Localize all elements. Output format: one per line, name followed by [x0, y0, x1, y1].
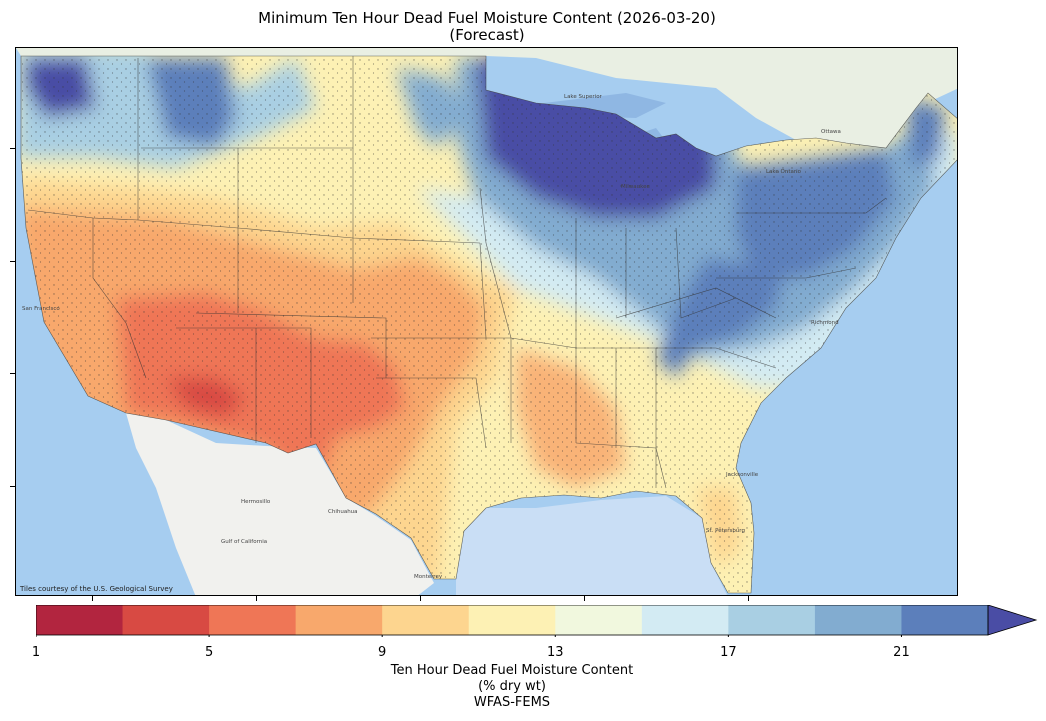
colorbar-tick-label: 13 — [546, 645, 564, 660]
fuel-moisture-map: San Francisco Hermosillo Chihuahua Monte… — [15, 47, 958, 596]
axis-tick — [584, 596, 585, 601]
colorbar-extend-arrow — [987, 605, 1038, 636]
map-label: Lake Superior — [564, 94, 603, 100]
map-label: Richmond — [811, 320, 839, 326]
colorbar-segment — [36, 605, 124, 635]
axis-tick — [10, 486, 15, 487]
colorbar-tick-label: 17 — [720, 645, 737, 660]
map-label: Ottawa — [821, 129, 841, 135]
colorbar-segment — [122, 605, 210, 635]
colorbar-segment — [295, 605, 383, 635]
colorbar-segment — [555, 605, 643, 635]
chart-title: Minimum Ten Hour Dead Fuel Moisture Cont… — [258, 9, 716, 27]
axis-tick — [92, 596, 93, 601]
axis-tick — [420, 596, 421, 601]
colorbar-segment — [728, 605, 816, 635]
colorbar-segment — [468, 605, 556, 635]
axis-tick — [256, 596, 257, 601]
map-label: Lake Ontario — [766, 169, 802, 175]
colorbar-segment — [901, 605, 989, 635]
map-label: St. Petersburg — [706, 528, 745, 534]
colorbar-source: WFAS-FEMS — [473, 695, 551, 710]
colorbar-tick-label: 1 — [31, 645, 41, 660]
map-canvas: San Francisco Hermosillo Chihuahua Monte… — [16, 48, 957, 595]
colorbar-title: Ten Hour Dead Fuel Moisture Content — [390, 663, 634, 678]
colorbar-segment — [641, 605, 729, 635]
colorbar-segment — [814, 605, 902, 635]
map-label: Milwaukee — [621, 184, 651, 190]
colorbar-segment — [209, 605, 297, 635]
colorbar-tick-label: 21 — [893, 645, 910, 660]
axis-tick — [10, 148, 15, 149]
axis-tick — [748, 596, 749, 601]
attribution-text: Tiles courtesy of the U.S. Geological Su… — [20, 585, 173, 593]
map-label: Jacksonville — [725, 472, 759, 478]
axis-tick — [10, 373, 15, 374]
chart-subtitle: (Forecast) — [449, 26, 525, 44]
colorbar-segment — [382, 605, 470, 635]
colorbar — [36, 605, 1038, 637]
colorbar-tick-label: 9 — [378, 645, 387, 660]
map-label: San Francisco — [22, 306, 60, 312]
map-label: Monterrey — [414, 574, 443, 580]
map-label: Gulf of California — [221, 539, 267, 545]
map-label: Hermosillo — [241, 499, 271, 505]
colorbar-frame — [36, 605, 989, 636]
map-label: Chihuahua — [328, 509, 358, 515]
colorbar-units: (% dry wt) — [478, 679, 546, 694]
axis-tick — [10, 261, 15, 262]
colorbar-tick-label: 5 — [204, 645, 214, 660]
